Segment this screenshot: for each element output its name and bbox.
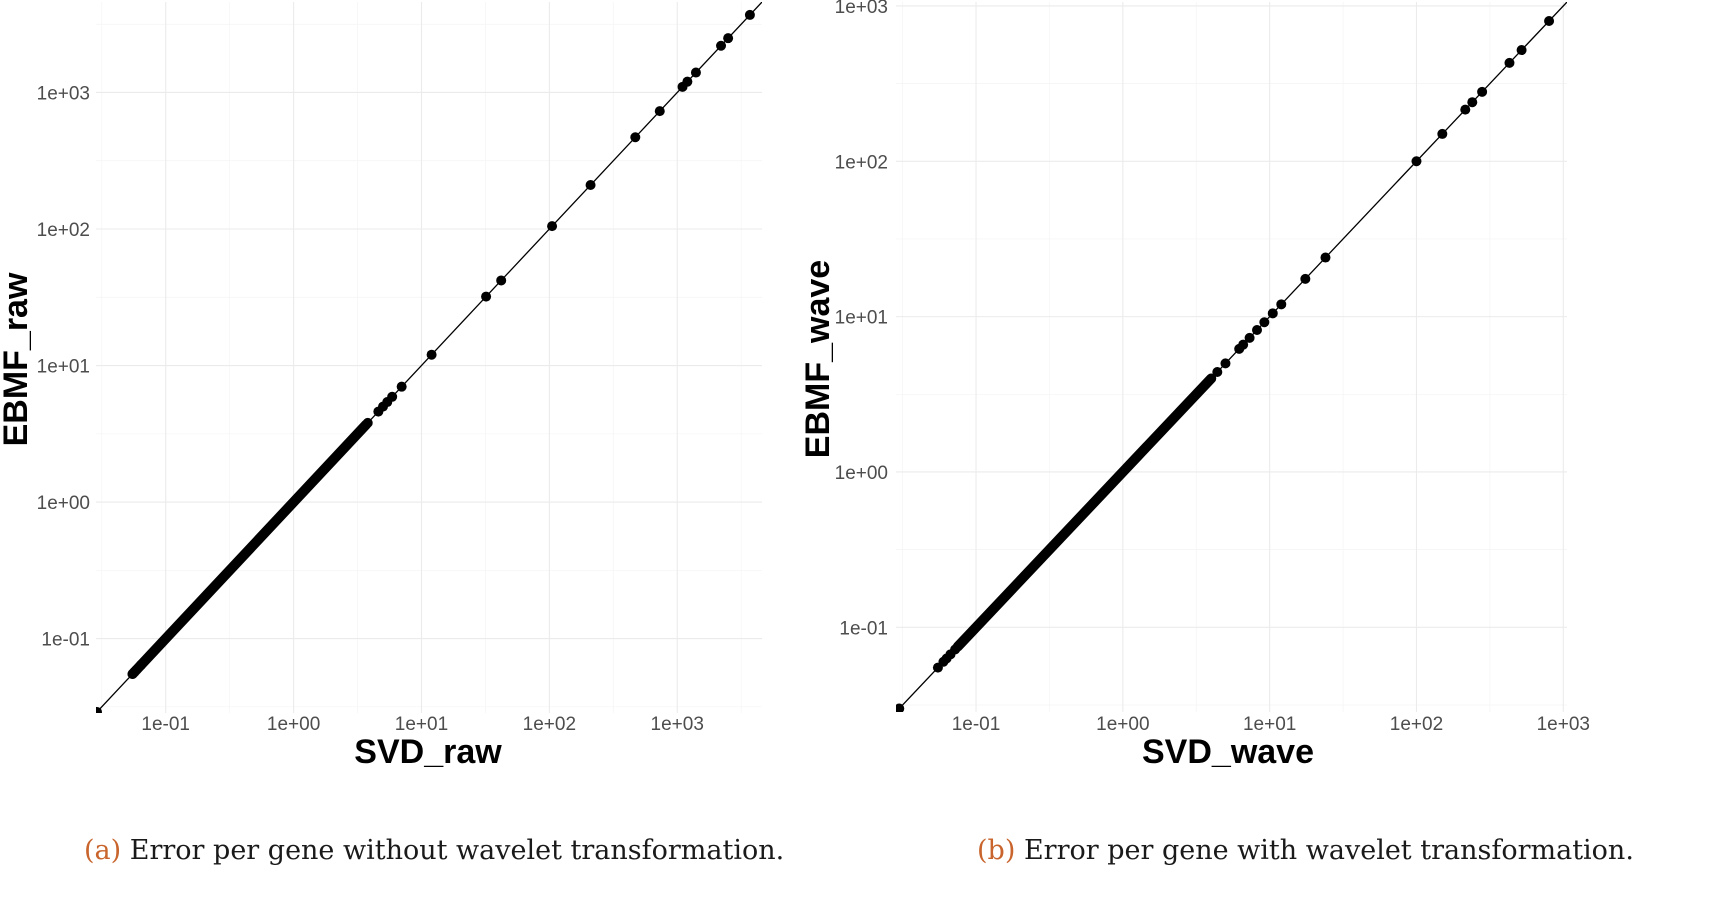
x-tick-label: 1e-01 bbox=[141, 714, 190, 735]
data-point bbox=[547, 221, 558, 232]
data-point bbox=[396, 381, 407, 392]
scatter-plot-b: 1e-01 1e+00 1e+01 1e+02 1e+03 1e-01 1e+00 1e+01… bbox=[799, 0, 1590, 771]
y-tick-label: 1e+00 bbox=[37, 493, 90, 514]
dense-point-cluster bbox=[127, 419, 372, 680]
x-tick-label: 1e+02 bbox=[1390, 714, 1443, 735]
grid-lines bbox=[96, 2, 762, 713]
y-tick-label: 1e+01 bbox=[37, 357, 90, 378]
caption-b-text: Error per gene with wavelet transformati… bbox=[1023, 835, 1634, 866]
caption-b: (b) Error per gene with wavelet transfor… bbox=[977, 835, 1634, 866]
data-point bbox=[1238, 339, 1249, 350]
caption-a-text: Error per gene without wavelet transform… bbox=[129, 835, 785, 866]
data-point bbox=[690, 67, 701, 78]
x-tick-label: 1e+02 bbox=[523, 714, 576, 735]
caption-a: (a) Error per gene without wavelet trans… bbox=[84, 835, 784, 866]
y-tick-label: 1e+03 bbox=[37, 83, 90, 104]
data-point bbox=[1259, 317, 1270, 328]
x-tick-label: 1e+00 bbox=[1096, 714, 1149, 735]
y-axis-title: EBMF_wave bbox=[799, 260, 837, 458]
y-tick-label: 1e+02 bbox=[835, 152, 888, 173]
x-tick-label: 1e+01 bbox=[395, 714, 448, 735]
data-point bbox=[481, 291, 492, 302]
data-point bbox=[1276, 299, 1287, 310]
data-point bbox=[1320, 252, 1331, 263]
figure-panel-a: 1e-01 1e+00 1e+01 1e+02 1e+03 1e-01 1e+00 1e+01… bbox=[0, 0, 856, 903]
data-point bbox=[682, 76, 693, 87]
data-point bbox=[1267, 308, 1278, 319]
y-tick-label: 1e-01 bbox=[839, 618, 888, 639]
data-point bbox=[1411, 156, 1422, 167]
y-tick-label: 1e+00 bbox=[835, 463, 888, 484]
data-point bbox=[630, 132, 641, 143]
x-axis-title: SVD_raw bbox=[354, 733, 502, 771]
data-point bbox=[426, 349, 437, 360]
x-tick-label: 1e-01 bbox=[952, 714, 1001, 735]
data-point bbox=[135, 660, 146, 671]
data-point bbox=[1220, 358, 1231, 369]
data-point bbox=[585, 180, 596, 191]
data-point bbox=[744, 9, 755, 20]
data-point bbox=[387, 391, 398, 402]
data-point bbox=[716, 40, 727, 51]
data-point bbox=[96, 706, 102, 713]
data-point bbox=[1437, 128, 1448, 139]
dense-point-cluster bbox=[952, 373, 1217, 652]
data-point bbox=[1516, 45, 1527, 56]
data-point bbox=[1212, 367, 1223, 378]
data-point bbox=[496, 275, 507, 286]
y-tick-label: 1e+01 bbox=[835, 308, 888, 329]
y-tick-label: 1e+02 bbox=[37, 220, 90, 241]
y-tick-label: 1e+03 bbox=[835, 0, 888, 18]
y-axis-title: EBMF_raw bbox=[0, 272, 35, 446]
data-point bbox=[654, 106, 665, 117]
y-tick-label: 1e-01 bbox=[41, 630, 90, 651]
data-point bbox=[1460, 104, 1471, 115]
x-tick-label: 1e+03 bbox=[651, 714, 704, 735]
data-point bbox=[1252, 325, 1263, 336]
x-tick-label: 1e+00 bbox=[267, 714, 320, 735]
data-point bbox=[950, 644, 961, 655]
data-point bbox=[1300, 273, 1311, 284]
data-point bbox=[362, 417, 373, 428]
caption-a-tag: (a) bbox=[84, 835, 122, 866]
grid-lines bbox=[896, 2, 1567, 712]
data-point bbox=[896, 703, 905, 712]
data-point bbox=[1467, 97, 1478, 108]
plot-area bbox=[896, 2, 1567, 712]
data-point bbox=[1544, 15, 1555, 26]
data-point bbox=[1244, 332, 1255, 343]
data-point bbox=[723, 33, 734, 44]
plot-area bbox=[96, 2, 762, 713]
data-point bbox=[1504, 57, 1515, 68]
scatter-plot-a: 1e-01 1e+00 1e+01 1e+02 1e+03 1e-01 1e+00 1e+01… bbox=[0, 2, 762, 771]
caption-b-tag: (b) bbox=[977, 835, 1016, 866]
figure-panel-b: 1e-01 1e+00 1e+01 1e+02 1e+03 1e-01 1e+00 1e+01… bbox=[799, 0, 1713, 903]
x-tick-label: 1e+01 bbox=[1243, 714, 1296, 735]
x-tick-label: 1e+03 bbox=[1537, 714, 1590, 735]
data-point bbox=[1477, 86, 1488, 97]
x-axis-title: SVD_wave bbox=[1142, 733, 1314, 771]
